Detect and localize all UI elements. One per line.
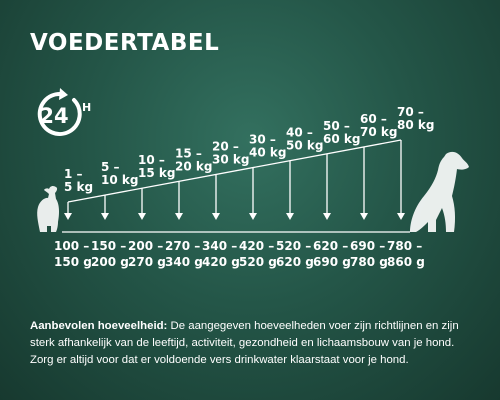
weight-range-start: 60 – (360, 112, 387, 126)
large-dog-icon (410, 151, 469, 232)
arrow-head (101, 213, 109, 220)
weight-range-end: 70 kg (360, 125, 397, 139)
badge-unit: H (82, 101, 91, 114)
gram-range-start: 340 – (202, 239, 237, 253)
gram-range-end: 270 g (128, 255, 166, 269)
page-title: VOEDERTABEL (30, 30, 220, 56)
gram-range-end: 340 g (165, 255, 203, 269)
gram-range-start: 780 – (387, 239, 422, 253)
gram-range-end: 690 g (313, 255, 351, 269)
weight-range-start: 50 – (323, 119, 350, 133)
weight-range-end: 40 kg (249, 146, 286, 160)
gram-range-start: 690 – (350, 239, 385, 253)
arrow-head (212, 213, 220, 220)
weight-range-end: 60 kg (323, 132, 360, 146)
weight-range-end: 20 kg (175, 159, 212, 173)
gram-range-start: 200 – (128, 239, 163, 253)
weight-range-start: 1 – (64, 167, 83, 181)
note-label: Aanbevolen hoeveelheid: (30, 320, 168, 332)
weight-range-start: 10 – (138, 153, 165, 167)
arrow-head (286, 213, 294, 220)
gram-range-end: 420 g (202, 255, 240, 269)
weight-range-end: 10 kg (101, 173, 138, 187)
gram-range-end: 150 g (54, 255, 92, 269)
weight-range-end: 30 kg (212, 152, 249, 166)
weight-range-start: 70 – (397, 105, 424, 119)
weight-range-end: 5 kg (64, 180, 93, 194)
slope-line (67, 139, 402, 203)
arrow-head (249, 213, 257, 220)
gram-range-start: 100 – (54, 239, 89, 253)
gram-range-start: 150 – (91, 239, 126, 253)
badge-number: 24 (39, 104, 68, 128)
arrow-head (138, 213, 146, 220)
weight-range-start: 5 – (101, 160, 120, 174)
arrow-head (397, 213, 405, 220)
arrow-head (175, 213, 183, 220)
gram-range-start: 270 – (165, 239, 200, 253)
gram-range-start: 420 – (239, 239, 274, 253)
note-text: De aangegeven hoeveelheden voer zijn ric… (30, 320, 459, 366)
weight-range-start: 30 – (249, 133, 276, 147)
weight-range-start: 20 – (212, 139, 239, 153)
weight-range-end: 80 kg (397, 118, 434, 132)
weight-range-end: 50 kg (286, 139, 323, 153)
gram-range-end: 620 g (276, 255, 314, 269)
gram-range-end: 860 g (387, 255, 425, 269)
arrow-head (360, 213, 368, 220)
gram-range-end: 780 g (350, 255, 388, 269)
clock-24h-icon: 24 H (37, 88, 91, 136)
weight-range-end: 15 kg (138, 166, 175, 180)
weight-range-start: 15 – (175, 146, 202, 160)
recommendation-note: Aanbevolen hoeveelheid: De aangegeven ho… (30, 318, 475, 369)
gram-range-end: 520 g (239, 255, 277, 269)
gram-range-start: 620 – (313, 239, 348, 253)
gram-range-start: 520 – (276, 239, 311, 253)
weight-range-start: 40 – (286, 126, 313, 140)
arrow-head (64, 213, 72, 220)
small-dog-icon (37, 185, 60, 232)
arrow-head (323, 213, 331, 220)
gram-range-end: 200 g (91, 255, 129, 269)
